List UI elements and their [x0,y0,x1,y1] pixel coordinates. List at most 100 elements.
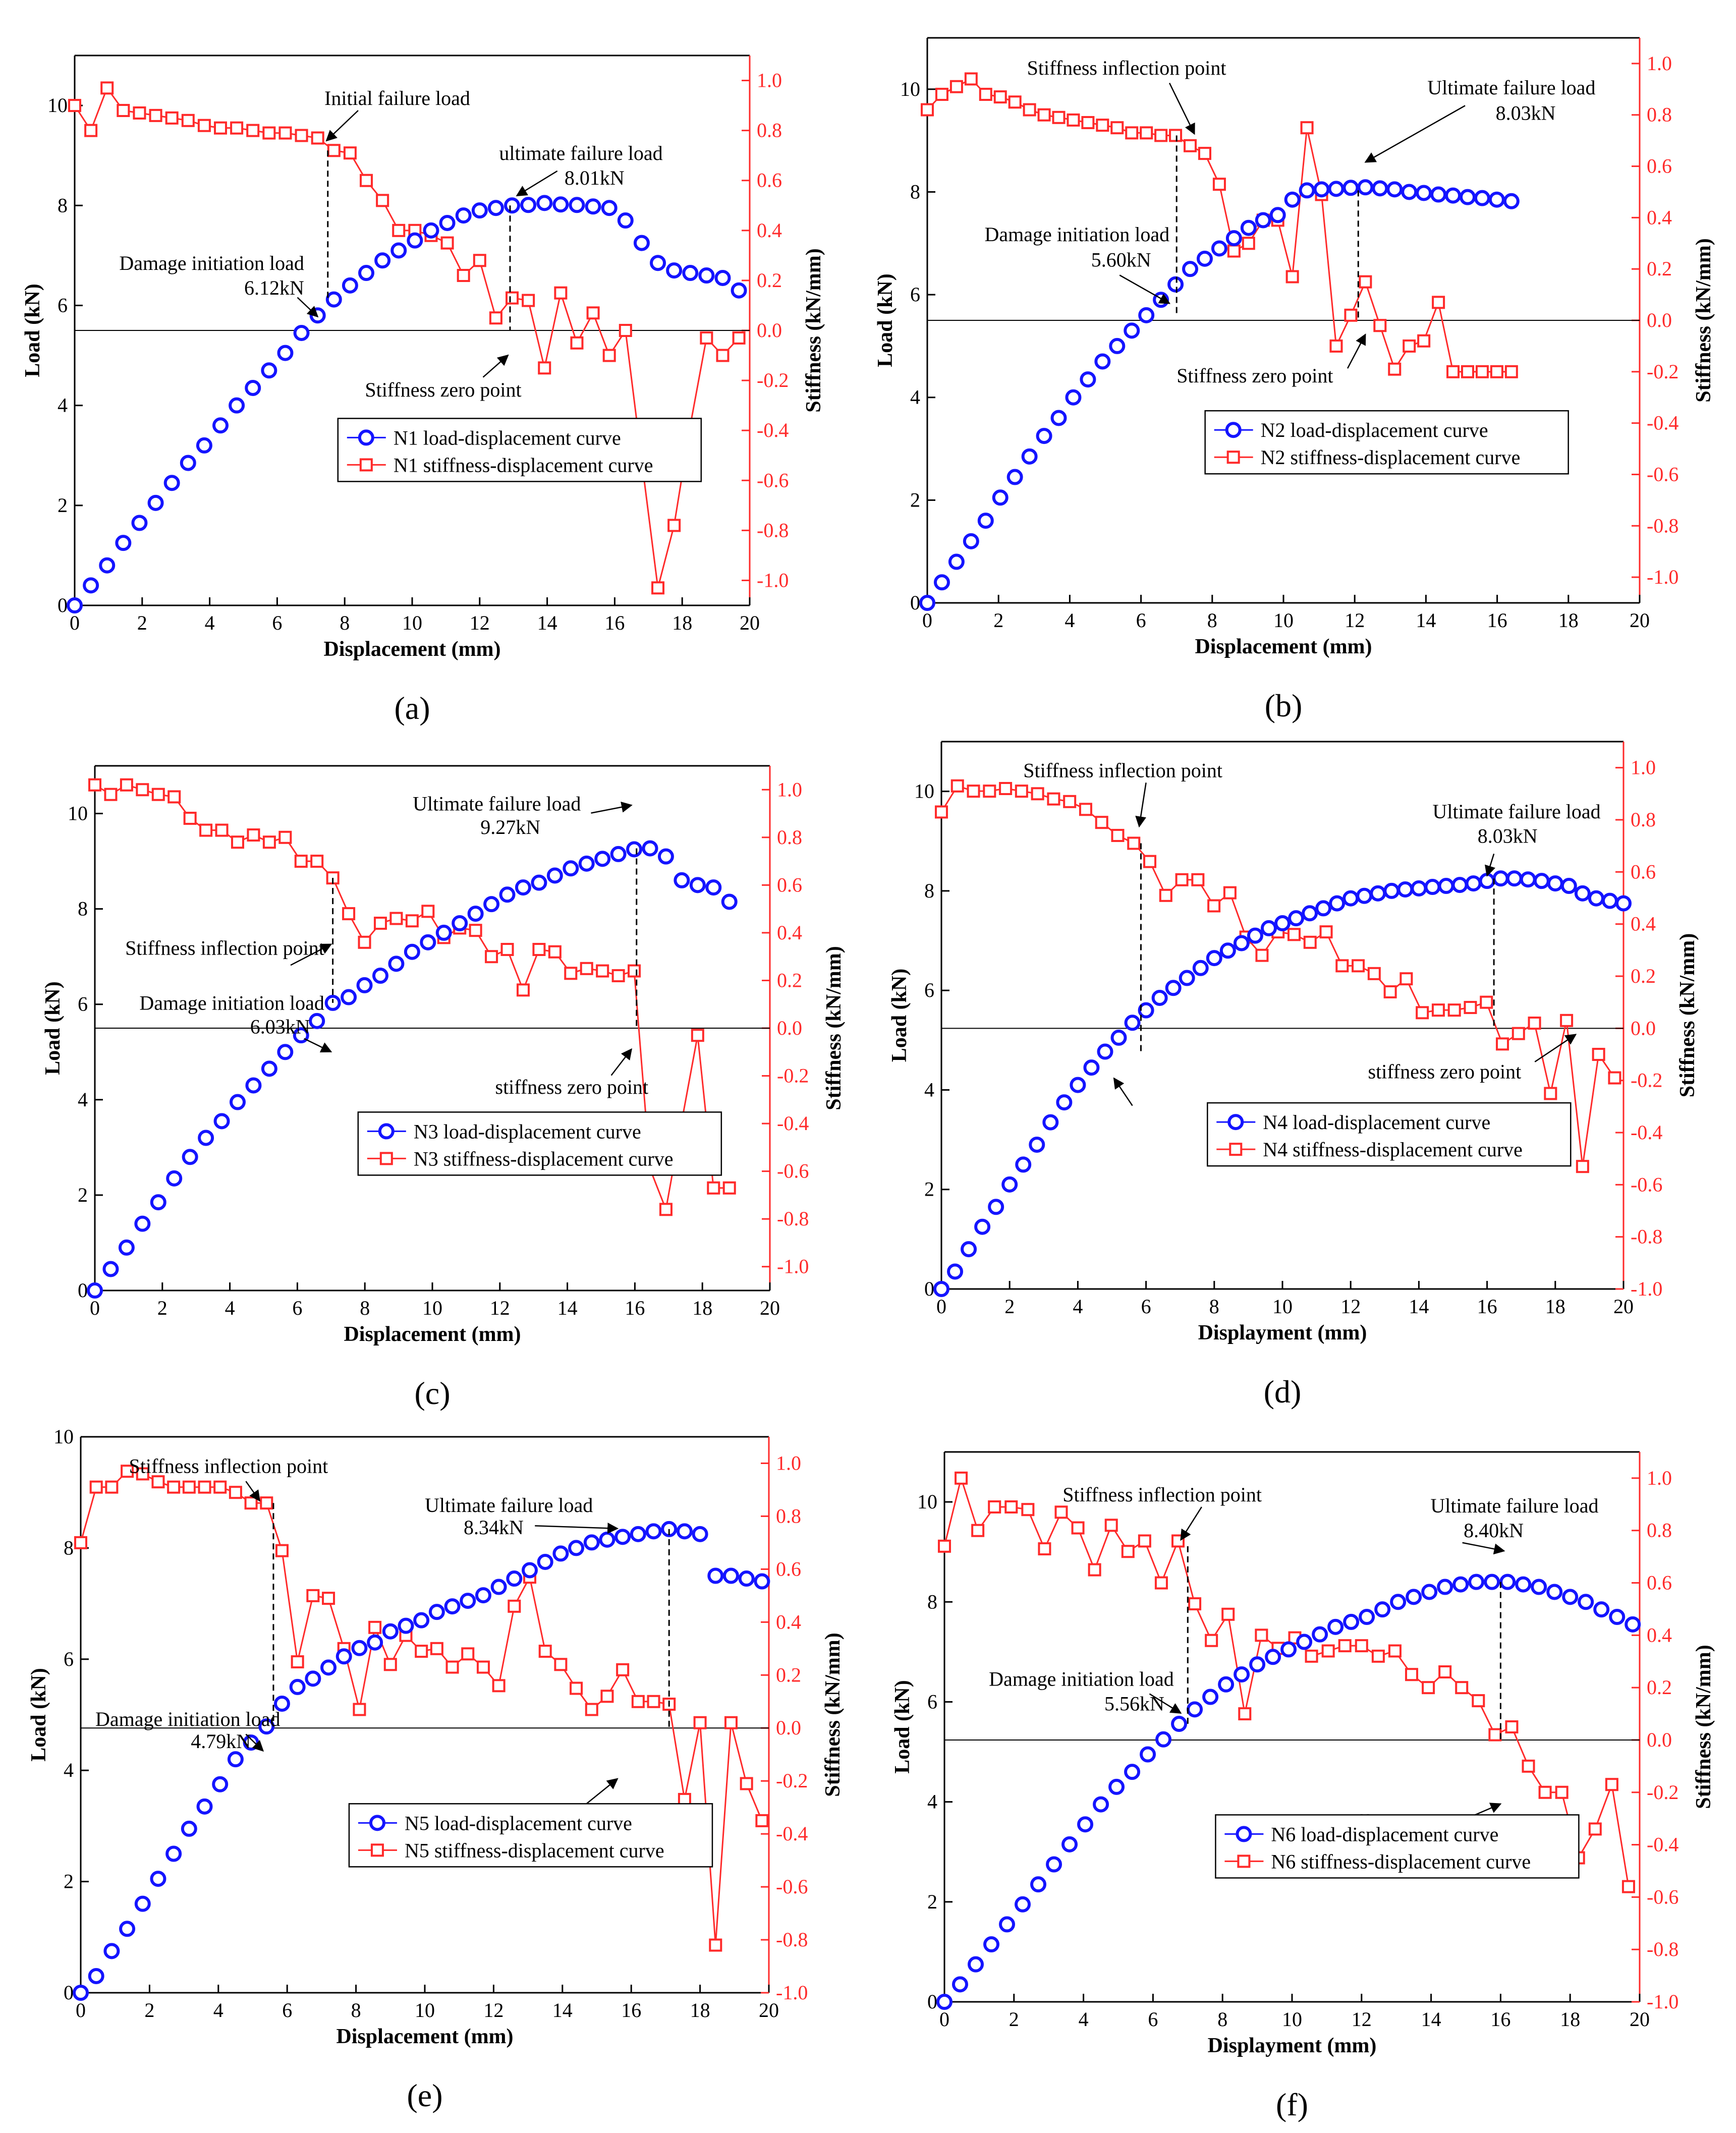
stiffness-point [213,1480,227,1494]
y2-tick-label: 0.2 [1647,1676,1672,1699]
load-point [961,1241,977,1258]
y-tick-label: 6 [58,294,68,316]
load-point [705,879,722,896]
load-point [933,574,950,591]
load-point [1506,870,1523,887]
stiffness-point [1169,129,1183,142]
load-point [1029,1136,1045,1153]
y2-tick-label: 0.4 [777,921,802,944]
load-point [1070,1077,1086,1093]
stiffness-point [489,311,502,325]
load-point [1056,1094,1073,1111]
stiffness-point [999,782,1013,795]
annotation-arrow [516,170,558,197]
y2-tick-label: -0.8 [757,519,789,541]
stiffness-point [1140,126,1153,140]
x-axis-label: Displayment (mm) [1198,1321,1367,1344]
legend-stiffness-label: N1 stiffness-displacement curve [394,454,653,476]
stiffness-point [722,1181,736,1195]
y-tick-label: 0 [78,1279,88,1302]
stiffness-point [1212,178,1226,191]
stiffness-point [1338,1639,1352,1653]
stiffness-point [1461,365,1475,378]
panel-b: 0 2 4 6 8 10 12 14 16 18 20 0 2 4 6 8 10 -1.0 -0.8 -0.6 -0.4… [874,37,1715,723]
stiffness-point [1096,119,1109,132]
y2-tick-label: -1.0 [1631,1277,1662,1300]
x-tick-label: 20 [1613,1295,1634,1318]
stiffness-point [373,917,387,930]
x-tick-label: 6 [1136,609,1146,632]
y2-tick-label: 0.6 [1631,860,1656,883]
stiffness-point [1104,1519,1118,1532]
load-point [1479,873,1495,889]
load-point [1006,469,1023,485]
x-axis-label: Displayment (mm) [1208,2034,1377,2057]
load-point [1225,230,1242,247]
load-point [180,455,196,471]
stiffness-point [343,146,357,160]
load-point [689,877,706,893]
x-tick-label: 12 [1352,2008,1372,2031]
panel-d: 0 2 4 6 8 10 12 14 16 18 20 0 2 4 6 8 10 -1.0 -0.8 -0.6 -0.4… [888,741,1699,1410]
stiffness-point [1088,1563,1101,1577]
stiffness-point [1188,1597,1202,1611]
load-point [277,345,294,361]
stiffness-point [262,835,276,849]
stiffness-point [631,1695,645,1708]
load-point [1424,879,1441,895]
y2-tick-label: 1.0 [1631,756,1656,779]
load-point [83,577,99,594]
x-tick-label: 14 [1416,609,1436,632]
legend-box [1215,1814,1580,1879]
load-point [150,1194,166,1211]
load-point [537,1553,553,1570]
y2-tick-label: -0.4 [777,1112,809,1135]
stiffness-point [983,784,996,798]
stiffness-point [1504,365,1518,378]
load-point [227,1751,244,1768]
legend-stiffness-label: N2 stiffness-displacement curve [1261,446,1521,469]
load-point [1401,184,1418,200]
load-point [552,196,569,213]
stiffness-point [262,126,276,140]
load-point [1080,371,1096,388]
x-tick-label: 20 [759,1999,779,2022]
load-point [1574,885,1591,902]
load-point [585,198,601,215]
stiffness-point [167,1480,181,1494]
stiffness-point [1127,836,1141,850]
load-point [367,1634,383,1651]
y2-tick-label: -1.0 [757,569,789,591]
load-point [147,494,164,511]
load-point [196,1798,213,1815]
y2-tick-label: -0.4 [776,1822,808,1845]
load-point [198,1130,214,1146]
stiffness-point [278,126,292,140]
y2-tick-label: -0.8 [1631,1225,1662,1248]
panel-letter: (f) [1276,2087,1308,2122]
load-point [682,265,699,282]
y-tick-label: 2 [924,1178,934,1201]
load-point [490,1579,507,1595]
load-point [1474,190,1490,206]
stiffness-point [1037,108,1051,122]
stiffness-point [586,306,600,320]
load-point [342,277,358,294]
annotation-label: Ultimate failure load [1432,800,1600,823]
y2-axis-label: Stiffness (kN/mm) [822,946,846,1110]
y-tick-label: 2 [78,1184,88,1206]
load-point [1094,353,1111,370]
load-point [666,262,683,279]
stiffness-point [167,790,181,804]
y2-tick-label: -0.6 [1631,1173,1662,1196]
x-tick-label: 10 [1273,609,1294,632]
y-tick-label: 10 [900,78,920,100]
load-point [471,202,488,219]
y-tick-label: 6 [910,283,920,306]
load-point [1234,1666,1250,1682]
stiffness-point [469,924,482,937]
x-tick-label: 18 [690,1999,710,2022]
legend-load-label: N1 load-displacement curve [394,426,621,449]
annotation-label: 5.60kN [1091,249,1151,271]
